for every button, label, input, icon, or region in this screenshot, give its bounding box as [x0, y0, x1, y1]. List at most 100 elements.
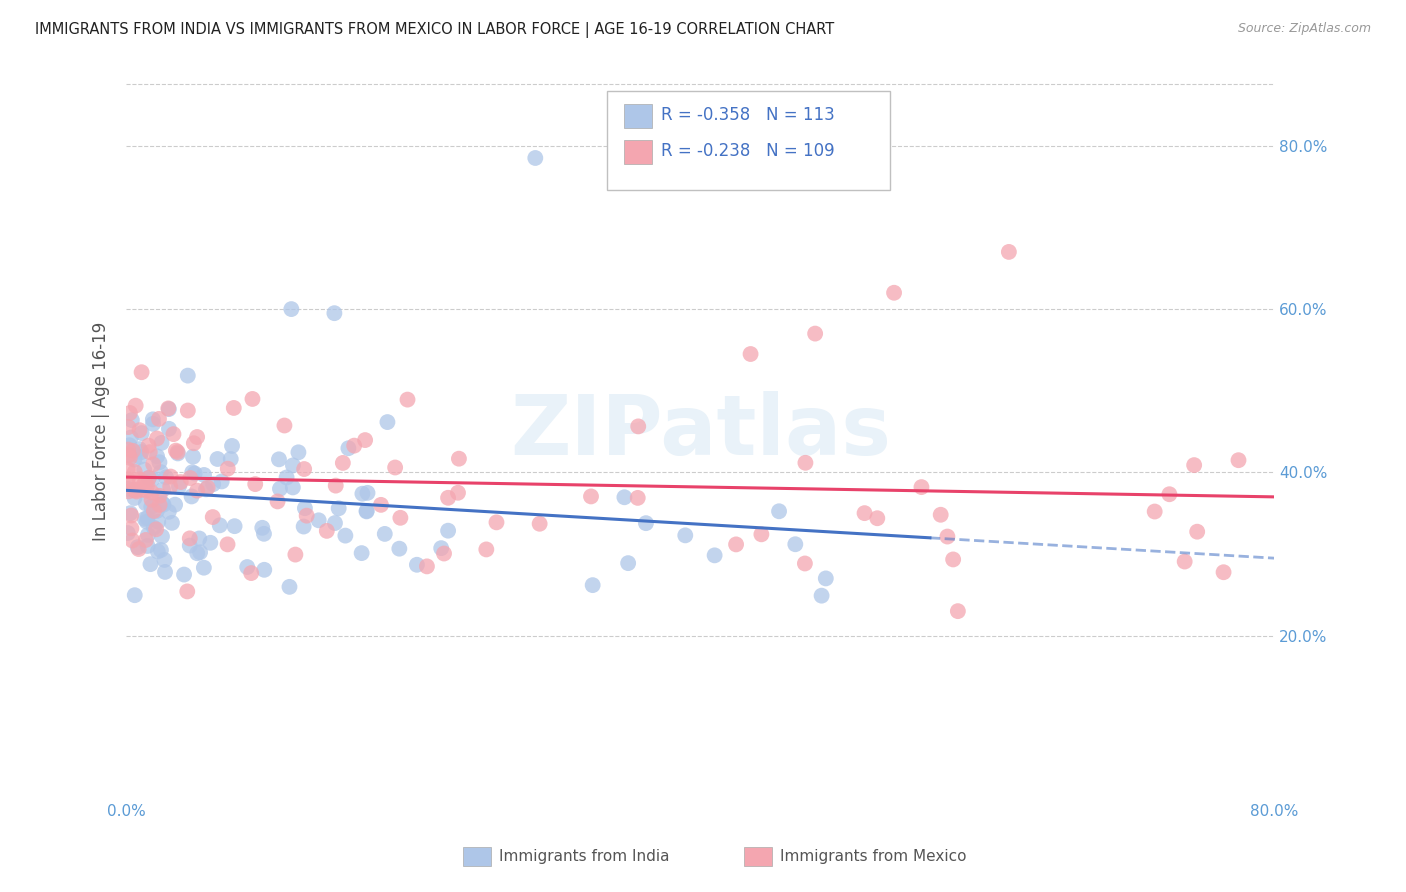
Point: [181, 465, 204, 479]
Point: [388, 541, 411, 556]
Point: [146, 432, 169, 446]
Point: [266, 494, 288, 508]
Point: [176, 584, 198, 599]
Point: [352, 486, 374, 500]
Point: [374, 527, 396, 541]
Point: [148, 455, 170, 469]
Point: [120, 521, 142, 535]
Point: [180, 490, 202, 504]
Point: [281, 480, 304, 494]
Point: [406, 558, 429, 572]
Point: [253, 526, 276, 541]
Point: [148, 498, 170, 512]
Point: [217, 537, 239, 551]
Point: [117, 420, 139, 434]
Point: [118, 438, 141, 452]
Point: [136, 479, 159, 493]
Point: [159, 469, 181, 483]
Point: [332, 456, 354, 470]
Point: [124, 399, 146, 413]
Point: [124, 465, 146, 479]
Point: [128, 442, 150, 456]
Point: [323, 306, 346, 320]
Point: [627, 419, 650, 434]
Point: [117, 482, 139, 496]
Point: [129, 450, 152, 464]
Point: [866, 511, 889, 525]
Point: [222, 401, 245, 415]
Text: Immigrants from Mexico: Immigrants from Mexico: [780, 849, 967, 863]
Point: [162, 427, 184, 442]
Point: [148, 412, 170, 426]
Point: [181, 450, 204, 464]
Text: Immigrants from India: Immigrants from India: [499, 849, 669, 863]
Point: [128, 423, 150, 437]
Point: [124, 452, 146, 467]
Point: [627, 491, 650, 505]
Point: [155, 470, 177, 484]
Point: [131, 426, 153, 441]
Point: [138, 471, 160, 485]
Point: [356, 504, 378, 518]
Point: [152, 496, 174, 510]
Point: [134, 476, 156, 491]
Point: [124, 491, 146, 505]
Point: [131, 445, 153, 459]
Point: [219, 452, 242, 467]
Point: [389, 510, 412, 524]
Point: [120, 508, 142, 523]
Point: [152, 498, 174, 512]
Point: [142, 458, 165, 472]
Point: [245, 477, 267, 491]
Point: [356, 486, 378, 500]
Point: [186, 546, 208, 560]
Point: [145, 522, 167, 536]
Point: [117, 526, 139, 541]
Point: [236, 560, 259, 574]
Point: [221, 439, 243, 453]
Point: [430, 541, 453, 556]
Point: [159, 480, 181, 494]
Point: [148, 515, 170, 529]
Point: [118, 448, 141, 462]
Point: [166, 445, 188, 459]
Point: [998, 244, 1021, 259]
Point: [146, 544, 169, 558]
Point: [117, 475, 139, 490]
Point: [447, 485, 470, 500]
Point: [122, 443, 145, 458]
Point: [252, 521, 274, 535]
Point: [134, 512, 156, 526]
Point: [529, 516, 551, 531]
Point: [146, 504, 169, 518]
Point: [135, 483, 157, 498]
Point: [153, 565, 176, 579]
Point: [384, 460, 406, 475]
Point: [120, 506, 142, 520]
Point: [135, 496, 157, 510]
Point: [634, 516, 657, 531]
Point: [197, 481, 219, 495]
Point: [135, 515, 157, 529]
Point: [433, 547, 456, 561]
Point: [485, 516, 508, 530]
Point: [814, 571, 837, 585]
Point: [165, 443, 187, 458]
Point: [354, 433, 377, 447]
Point: [157, 402, 180, 417]
Point: [703, 549, 725, 563]
Point: [142, 417, 165, 431]
Point: [437, 524, 460, 538]
Point: [131, 483, 153, 497]
Point: [186, 483, 208, 498]
Y-axis label: In Labor Force | Age 16-19: In Labor Force | Age 16-19: [93, 322, 110, 541]
Point: [253, 563, 276, 577]
Point: [118, 484, 141, 499]
Point: [524, 151, 547, 165]
Point: [142, 504, 165, 518]
Point: [281, 458, 304, 473]
Point: [179, 471, 201, 485]
Point: [785, 537, 807, 551]
Point: [240, 566, 263, 580]
Point: [179, 532, 201, 546]
